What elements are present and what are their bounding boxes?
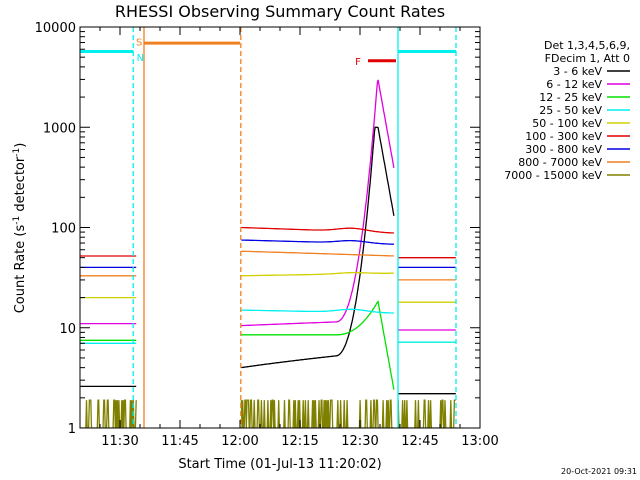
legend-header: Det 1,3,4,5,6,9,	[544, 39, 630, 52]
y-tick-label: 1	[68, 422, 76, 437]
marker-F: F	[355, 57, 361, 68]
series-line-50-100keV	[241, 271, 394, 277]
y-tick-label: 10000	[35, 21, 76, 36]
series-line-300-800keV	[241, 239, 394, 245]
series-line-800-7000keV	[241, 250, 394, 257]
legend-entry: 800 - 7000 keV	[518, 156, 602, 169]
x-tick-label: 12:15	[281, 434, 318, 449]
x-tick-label: 12:30	[341, 434, 378, 449]
series-line-100-300keV	[241, 226, 394, 234]
x-tick-label: 13:00	[461, 434, 498, 449]
chart-title: RHESSI Observing Summary Count Rates	[115, 2, 445, 21]
series-line-7000-15000keV	[397, 399, 456, 428]
series-line-7000-15000keV	[80, 399, 137, 428]
plot-frame	[79, 26, 481, 429]
x-tick-label: 12:45	[401, 434, 438, 449]
timestamp: 20-Oct-2021 09:31	[561, 467, 637, 476]
series-line-6-12keV	[241, 79, 395, 327]
legend-entry: 3 - 6 keV	[553, 65, 602, 78]
legend-entry: 6 - 12 keV	[546, 78, 602, 91]
legend-entry: 12 - 25 keV	[539, 91, 602, 104]
series-line-7000-15000keV	[240, 399, 394, 428]
y-tick-label: 1000	[43, 121, 76, 136]
marker-S: S	[136, 37, 142, 48]
x-tick-label: 11:45	[161, 434, 198, 449]
legend-entry: 50 - 100 keV	[532, 117, 602, 130]
x-tick-label: 11:30	[101, 434, 138, 449]
legend-header: FDecim 1, Att 0	[545, 52, 630, 65]
marker-N: N	[137, 53, 144, 64]
series-line-25-50keV	[241, 308, 394, 314]
legend-entry: 7000 - 15000 keV	[504, 169, 602, 182]
x-tick-label: 12:00	[221, 434, 258, 449]
legend: Det 1,3,4,5,6,9,FDecim 1, Att 03 - 6 keV…	[504, 39, 630, 182]
y-tick-label: 10	[59, 322, 76, 337]
series-line-3-6keV	[241, 126, 395, 369]
y-tick-label: 100	[51, 222, 76, 237]
legend-entry: 100 - 300 keV	[525, 130, 602, 143]
x-axis-label: Start Time (01-Jul-13 11:20:02)	[178, 457, 381, 472]
legend-entry: 300 - 800 keV	[525, 143, 602, 156]
legend-entry: 25 - 50 keV	[539, 104, 602, 117]
y-axis-label: Count Rate (s-1 detector-1)	[12, 143, 28, 314]
series-line-12-25keV	[241, 300, 395, 390]
